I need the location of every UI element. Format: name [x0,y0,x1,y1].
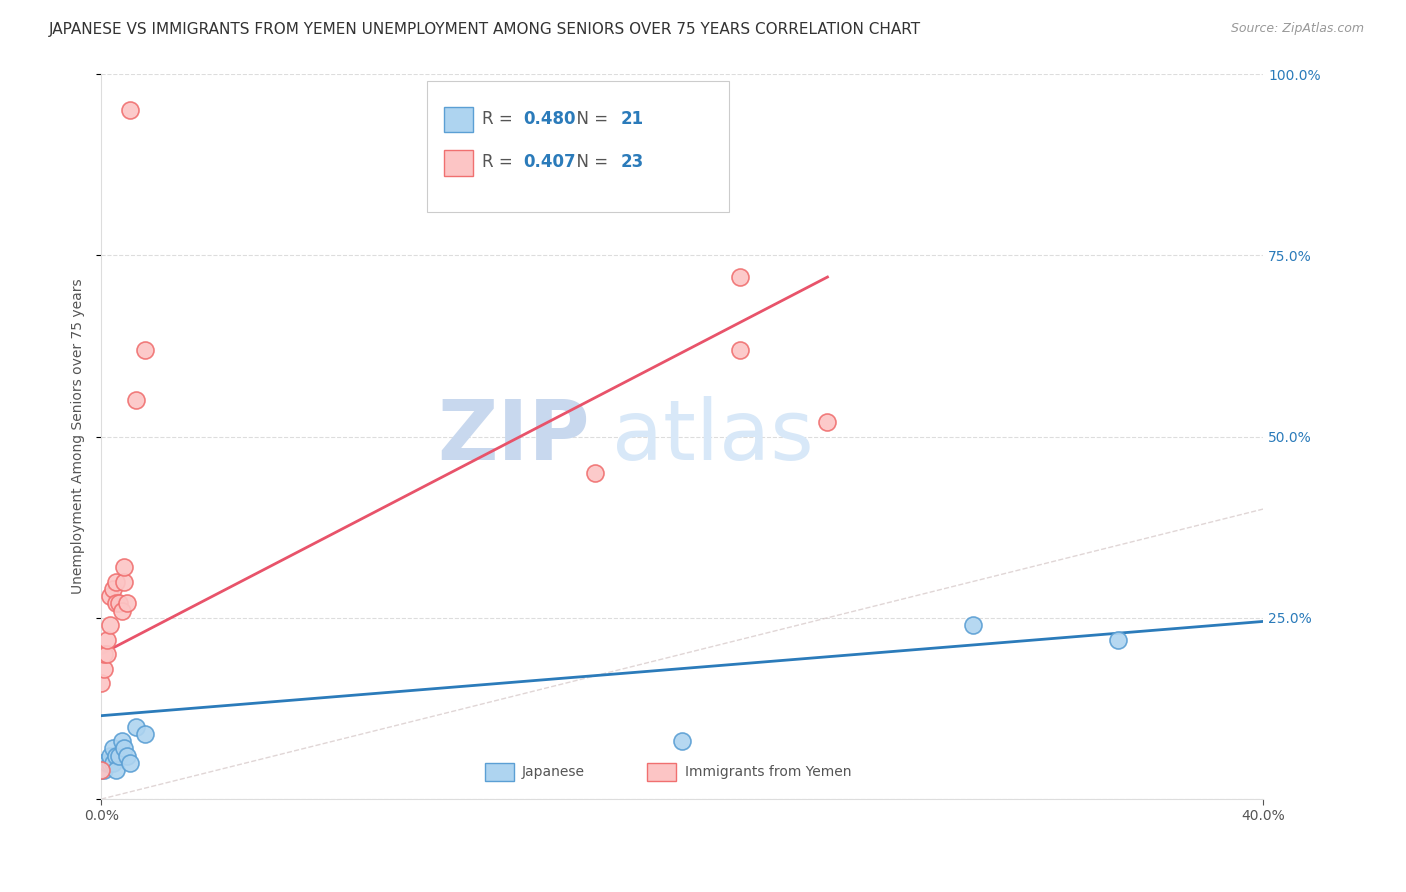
Point [671,734,693,748]
Point [101,582,124,596]
FancyBboxPatch shape [647,763,676,780]
Point [98,756,121,770]
Point [104,574,127,589]
Y-axis label: Unemployment Among Seniors over 75 years: Unemployment Among Seniors over 75 years [72,278,86,594]
Point [120,756,142,770]
Text: Japanese: Japanese [522,765,585,780]
Point [114,574,136,589]
Point [107,596,129,610]
Point [96,756,118,770]
Point [96,647,118,661]
Text: R =: R = [482,110,519,128]
Point [90,676,112,690]
Point [101,756,124,770]
Point [96,632,118,647]
Text: Source: ZipAtlas.com: Source: ZipAtlas.com [1230,22,1364,36]
Point [90,763,112,777]
Point [114,741,136,756]
Point [90,756,112,770]
Point [101,741,124,756]
Text: N =: N = [567,110,613,128]
Text: ZIP: ZIP [437,396,589,477]
FancyBboxPatch shape [485,763,513,780]
Point [104,748,127,763]
Point [107,748,129,763]
Point [104,763,127,777]
Point [110,603,132,617]
Text: JAPANESE VS IMMIGRANTS FROM YEMEN UNEMPLOYMENT AMONG SENIORS OVER 75 YEARS CORRE: JAPANESE VS IMMIGRANTS FROM YEMEN UNEMPL… [49,22,921,37]
FancyBboxPatch shape [426,81,728,211]
Text: R =: R = [482,153,519,171]
Point [93,647,115,661]
Point [125,393,148,408]
Point [134,343,156,357]
Text: 0.407: 0.407 [523,153,575,171]
Point [98,618,121,632]
Point [90,763,112,777]
Text: atlas: atlas [613,396,814,477]
Point [93,763,115,777]
Point [1107,632,1129,647]
Point [110,734,132,748]
Text: N =: N = [567,153,613,171]
Text: 23: 23 [620,153,644,171]
Text: 0.480: 0.480 [523,110,575,128]
Point [98,589,121,603]
Point [583,466,606,480]
Point [730,270,752,285]
Point [134,727,156,741]
Text: Immigrants from Yemen: Immigrants from Yemen [685,765,851,780]
FancyBboxPatch shape [444,150,472,176]
Point [817,415,839,429]
Point [117,748,139,763]
Point [125,720,148,734]
Legend: R = 0.480   N = 21, R = 0.407   N = 23: R = 0.480 N = 21, R = 0.407 N = 23 [434,89,645,153]
Point [98,748,121,763]
Point [93,662,115,676]
Point [962,618,984,632]
Point [104,596,127,610]
Text: 21: 21 [620,110,644,128]
Point [730,343,752,357]
Point [120,103,142,118]
Point [93,756,115,770]
Point [114,560,136,574]
Point [117,596,139,610]
FancyBboxPatch shape [444,107,472,132]
